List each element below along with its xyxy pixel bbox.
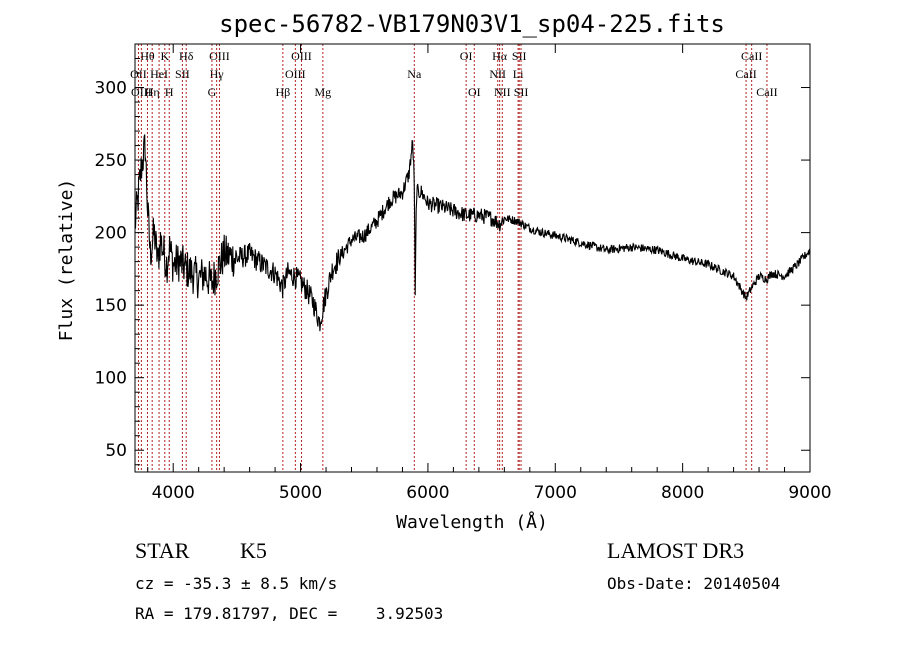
line-label-15: Mg <box>315 85 332 99</box>
line-label-12: Hβ <box>275 85 290 99</box>
line-label-16: Na <box>407 67 422 81</box>
y-axis: 50 100 150 200 250 300 <box>95 58 810 466</box>
line-label-1: OII <box>130 67 147 81</box>
line-label-17: OI <box>460 49 473 63</box>
object-subclass: K5 <box>240 538 267 563</box>
coordinates: RA = 179.81797, DEC = 3.92503 <box>135 604 444 623</box>
line-label-18: OI <box>468 85 481 99</box>
x-axis-label: Wavelength (Å) <box>396 511 548 533</box>
line-label-7: SII <box>175 67 190 81</box>
line-label-2: OIII <box>131 85 152 99</box>
x-tick-label-1: 5000 <box>279 483 322 503</box>
line-label-22: SII <box>512 49 527 63</box>
observation-date: Obs-Date: 20140504 <box>607 574 781 593</box>
x-tick-label-4: 8000 <box>661 483 704 503</box>
y-tick-label-2: 150 <box>95 296 127 316</box>
line-label-21: NII <box>494 85 511 99</box>
chart-title: spec-56782-VB179N03V1_sp04-225.fits <box>219 10 725 38</box>
line-label-27: CaII <box>756 85 777 99</box>
line-label-19: Hα <box>492 49 508 63</box>
line-label-26: CaII <box>735 67 756 81</box>
line-label-20: NII <box>489 67 506 81</box>
line-label-25: CaII <box>741 49 762 63</box>
line-label-10: Hγ <box>210 67 225 81</box>
line-label-4: HeI <box>150 67 168 81</box>
spectrum-line <box>134 134 811 332</box>
y-tick-label-1: 100 <box>95 369 127 389</box>
line-label-23: Li <box>513 67 524 81</box>
y-tick-label-0: 50 <box>105 441 127 461</box>
y-tick-label-4: 250 <box>95 151 127 171</box>
y-axis-label: Flux (relative) <box>56 179 77 342</box>
line-label-13: OIII <box>291 49 312 63</box>
x-axis: 4000 5000 6000 7000 8000 9000 <box>147 44 832 503</box>
x-tick-label-0: 4000 <box>152 483 195 503</box>
line-label-0: Hθ <box>140 49 155 63</box>
line-label-24: SII <box>514 85 529 99</box>
object-class: STAR <box>135 538 190 563</box>
line-label-8: Hδ <box>179 49 194 63</box>
line-label-5: K <box>160 49 169 63</box>
line-label-6: H <box>165 85 174 99</box>
x-tick-label-5: 9000 <box>788 483 831 503</box>
survey-name: LAMOST DR3 <box>607 538 745 563</box>
x-tick-label-3: 7000 <box>534 483 577 503</box>
plot-frame <box>134 43 811 473</box>
y-tick-label-5: 300 <box>95 79 127 99</box>
line-label-11: G <box>208 85 217 99</box>
y-tick-label-3: 200 <box>95 224 127 244</box>
x-tick-label-2: 6000 <box>406 483 449 503</box>
line-label-9: OIII <box>209 49 230 63</box>
redshift-info: cz = -35.3 ± 8.5 km/s <box>135 574 338 593</box>
line-label-14: OIII <box>285 67 306 81</box>
line-label-3: Hη <box>145 85 160 99</box>
